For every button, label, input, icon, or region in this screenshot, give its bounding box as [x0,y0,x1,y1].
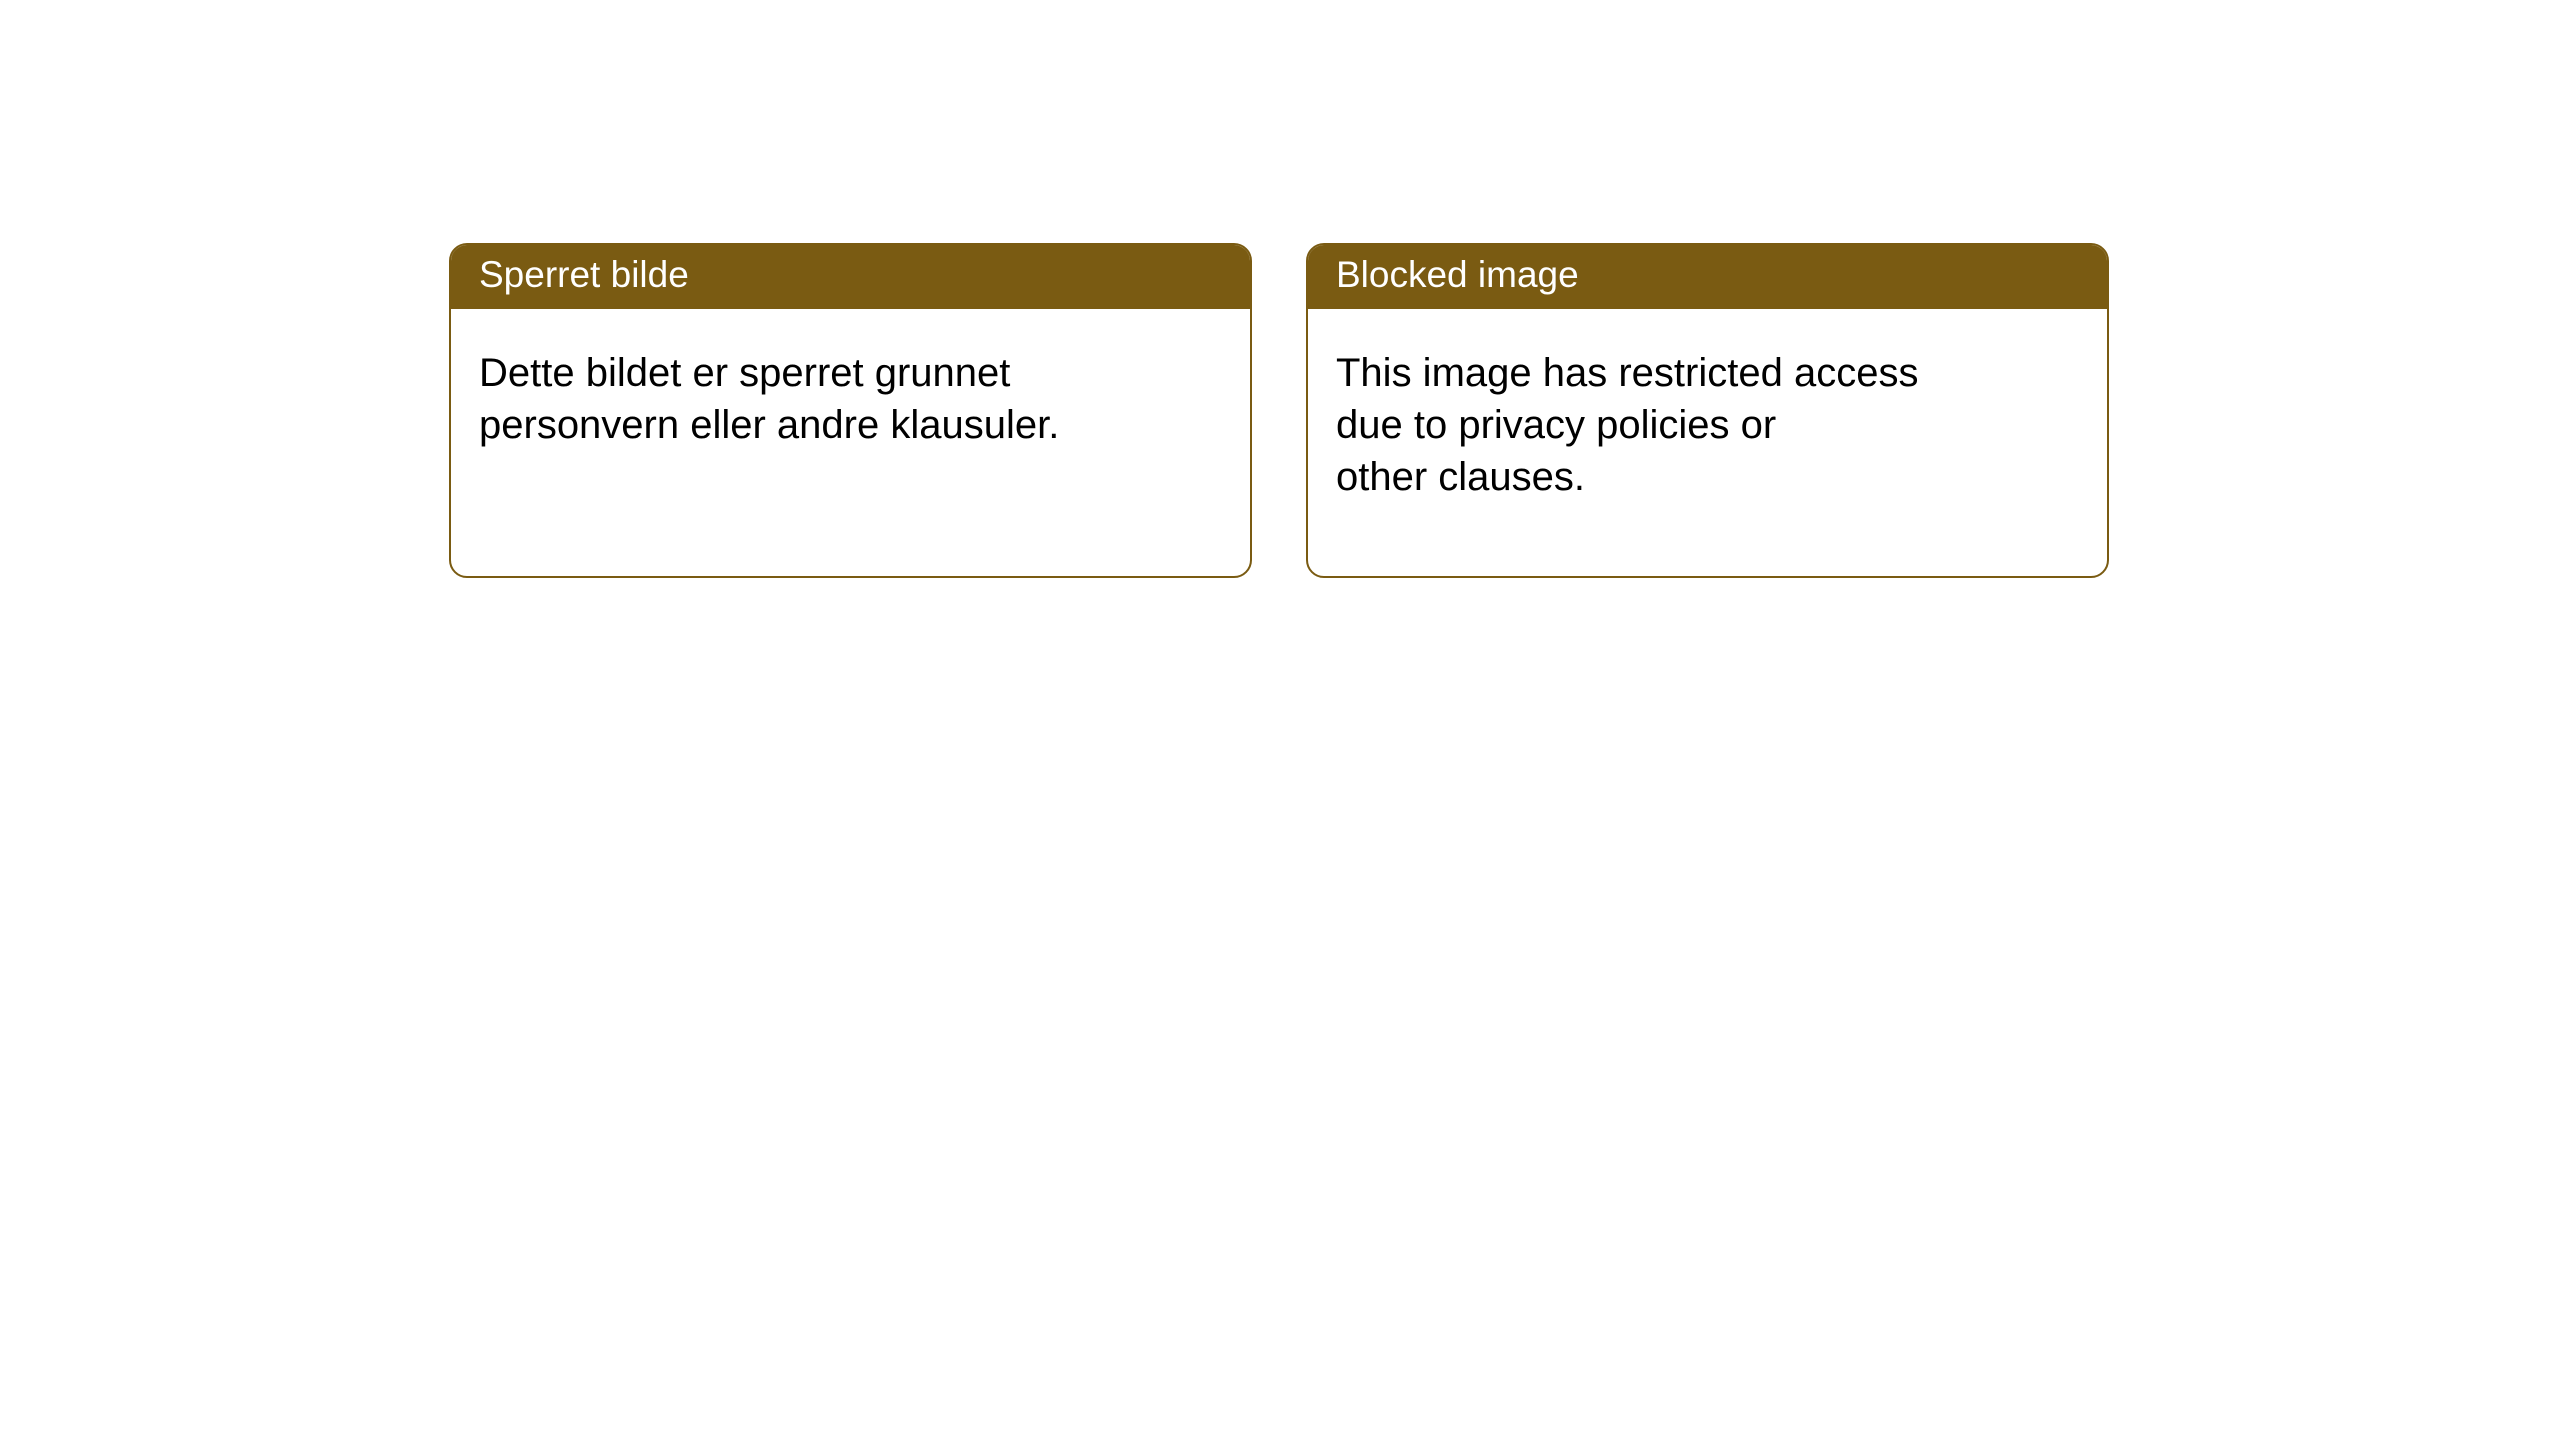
notice-title: Sperret bilde [451,245,1250,309]
notice-container: Sperret bilde Dette bildet er sperret gr… [0,0,2560,578]
notice-card-norwegian: Sperret bilde Dette bildet er sperret gr… [449,243,1252,578]
notice-card-english: Blocked image This image has restricted … [1306,243,2109,578]
notice-body: This image has restricted access due to … [1308,309,2107,541]
notice-body: Dette bildet er sperret grunnet personve… [451,309,1250,489]
notice-title: Blocked image [1308,245,2107,309]
